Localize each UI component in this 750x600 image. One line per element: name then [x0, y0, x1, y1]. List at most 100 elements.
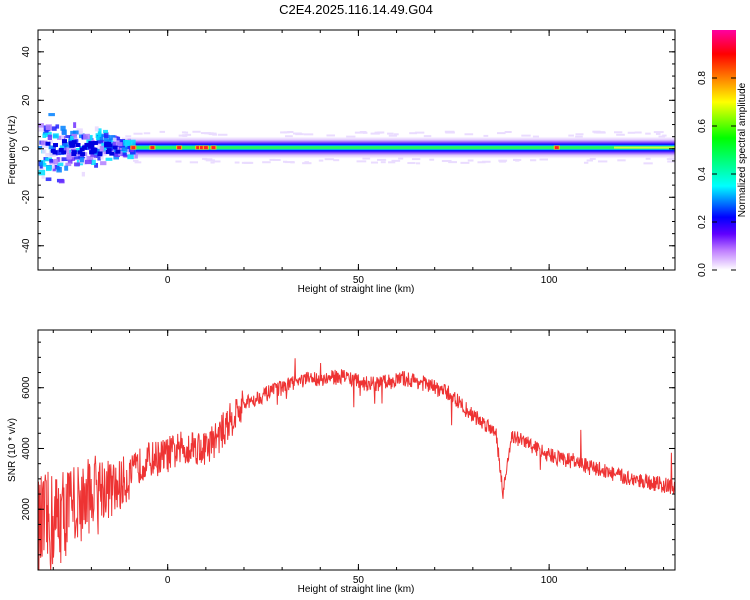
spectrogram-halo-cell	[175, 160, 182, 163]
spectrogram-dense-cell	[62, 139, 68, 144]
spectrogram-noise-cell	[66, 153, 73, 159]
spectrogram-dense-cell	[77, 150, 83, 155]
spectrogram-image	[38, 113, 675, 184]
spectrogram-halo-cell	[362, 157, 371, 160]
spectrogram-dense-cell	[75, 143, 81, 148]
snr-axes: 0 50 100 2000 4000 6000	[21, 330, 675, 586]
spectrogram-dense-cell	[84, 142, 90, 147]
spectrogram-halo-cell	[653, 131, 664, 134]
spectrogram-halo-cell	[333, 159, 340, 162]
colorbar-tick-label: 0.4	[697, 167, 708, 181]
spectrogram-noise-cell	[38, 146, 43, 150]
spectrogram-noise-cell	[74, 156, 80, 160]
spectrogram-noise-cell	[96, 134, 104, 141]
snr-xtick-label: 50	[353, 575, 365, 586]
spectrogram-noise-cell	[79, 157, 84, 163]
spectrogram-noise-cell	[67, 158, 73, 164]
spectrogram-hotspot	[200, 146, 205, 150]
snr-series-line	[38, 358, 675, 570]
spectrogram-halo-cell	[575, 133, 584, 136]
spectrogram-ylabel: Frequency (Hz)	[7, 116, 18, 185]
spectrogram-noise-cell	[75, 130, 83, 135]
spectrogram-xtick-label: 100	[541, 275, 558, 286]
spectrogram-halo-cell	[393, 133, 399, 136]
spectrogram-halo-cell	[597, 160, 608, 163]
spectrogram-noise-cell	[101, 142, 105, 149]
colorbar-tick-label: 0.0	[697, 263, 708, 277]
spectrogram-dense-cell	[89, 143, 95, 148]
spectrogram-halo-cell	[429, 158, 435, 161]
spectrogram-halo-cell	[483, 134, 489, 137]
colorbar-tick-label: 0.2	[697, 215, 708, 229]
spectrogram-noise-cell	[91, 159, 96, 165]
spectrogram-noise-cell	[62, 142, 68, 147]
spectrogram-noise-cell	[48, 145, 55, 150]
spectrogram-noise-cell	[48, 113, 55, 117]
spectrogram-halo-cell	[346, 135, 356, 138]
spectrogram-noise-cell	[99, 145, 105, 151]
spectrogram-noise-cell	[108, 139, 115, 144]
spectrogram-noise-cell	[116, 147, 121, 151]
spectrogram-xlabel: Height of straight line (km)	[298, 284, 415, 295]
spectrogram-noise-cell	[42, 133, 47, 138]
spectrogram-halo-cell	[655, 132, 661, 135]
spectrogram-halo-cell	[530, 159, 537, 162]
spectrogram-halo-cell	[441, 160, 452, 163]
spectrogram-noise-cell	[81, 171, 85, 177]
colorbar: 0.0 0.2 0.4 0.6 0.8 Normalized spectral ampl…	[697, 30, 748, 277]
spectrogram-halo-cell	[448, 161, 457, 164]
spectrogram-noise-cell	[69, 135, 74, 140]
spectrogram-halo-cell	[596, 131, 606, 134]
spectrogram-noise-cell	[56, 166, 62, 173]
spectrogram-halo-cell	[521, 134, 531, 137]
spectrogram-noise-cell	[63, 144, 71, 148]
spectrogram-noise-cell	[115, 142, 123, 147]
spectrogram-noise-cell	[127, 154, 134, 160]
spectrogram-dense-cell	[79, 147, 85, 152]
spectrogram-noise-cell	[118, 147, 125, 153]
colorbar-label: Normalized spectral amplitude	[737, 82, 748, 217]
spectrogram-noise-cell	[42, 163, 47, 167]
spectrogram-noise-cell	[48, 139, 53, 145]
spectrogram-late-streak	[613, 146, 675, 149]
spectrogram-halo-cell	[583, 161, 589, 164]
spectrogram-halo-cell	[217, 133, 228, 136]
spectrogram-noise-cell	[103, 129, 109, 134]
spectrogram-halo-cell	[370, 161, 379, 164]
spectrogram-dense-cell	[71, 140, 77, 145]
colorbar-tick-label: 0.8	[697, 71, 708, 85]
spectrogram-halo-cell	[512, 158, 518, 161]
spectrogram-dense-cell	[80, 152, 86, 157]
spectrogram-halo-cell	[415, 162, 421, 165]
spectrogram-noise-cell	[55, 124, 60, 129]
spectrogram-noise-cell	[39, 160, 44, 167]
spectrogram-halo-cell	[272, 158, 281, 161]
spectrogram-noise-cell	[38, 169, 46, 176]
spectrogram-halo-cell	[212, 133, 218, 136]
spectrogram-noise-cell	[112, 137, 117, 142]
spectrogram-ytick-label: -40	[21, 238, 32, 253]
spectrogram-halo-cell	[589, 157, 596, 160]
spectrogram-noise-cell	[52, 133, 59, 139]
spectrogram-noise-cell	[100, 161, 107, 166]
spectrogram-dense-cell	[69, 143, 75, 148]
spectrogram-noise-cell	[38, 123, 44, 128]
colorbar-tick-label: 0.6	[697, 119, 708, 133]
spectrogram-halo-cell	[504, 131, 512, 134]
spectrogram-noise-cell	[72, 130, 79, 135]
spectrogram-halo-cell	[593, 131, 599, 134]
spectrogram-halo-cell	[185, 133, 192, 136]
spectrogram-halo-cell	[284, 161, 295, 164]
spectrogram-halo-cell	[380, 161, 386, 164]
spectrogram-halo-cell	[269, 158, 276, 161]
spectrogram-noise-cell	[120, 152, 127, 156]
spectrogram-noise-cell	[96, 136, 100, 141]
snr-ytick-label: 6000	[21, 376, 32, 399]
spectrogram-hotspot	[177, 146, 182, 150]
spectrogram-noise-cell	[70, 156, 76, 161]
snr-xlabel: Height of straight line (km)	[298, 584, 415, 595]
spectrogram-halo-cell	[627, 131, 636, 134]
spectrogram-noise-cell	[61, 129, 67, 136]
spectrogram-halo-cell	[643, 162, 653, 165]
